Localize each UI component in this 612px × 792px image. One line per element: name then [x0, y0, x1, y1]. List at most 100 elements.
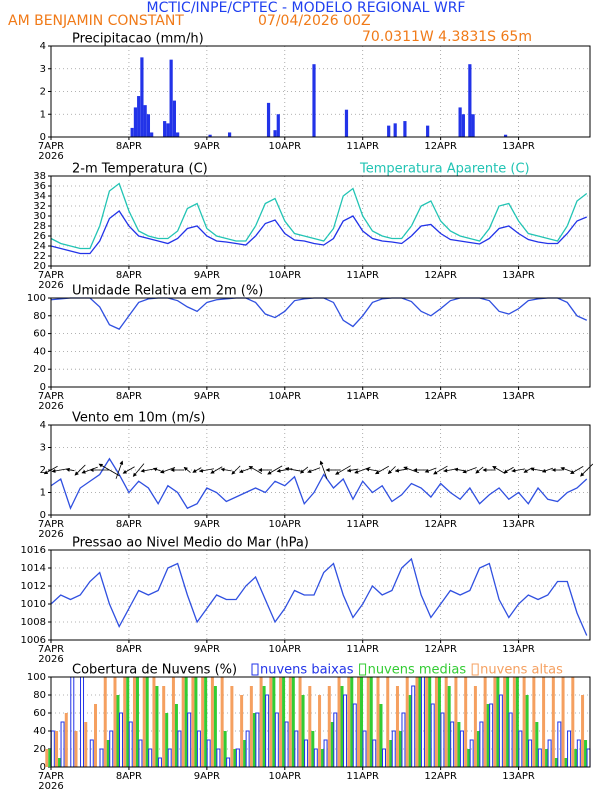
x-tick-label: 12APR [424, 771, 457, 782]
cloud-bar [567, 730, 572, 768]
y-tick-label: 1016 [21, 545, 46, 556]
wind-arrow [300, 466, 309, 474]
year-label: 2026 [38, 781, 63, 792]
wind-arrow [335, 465, 351, 475]
wind-arrow [307, 467, 321, 474]
cloud-bar [70, 676, 75, 768]
y-tick-label: 60 [33, 708, 46, 719]
bar [150, 132, 154, 137]
bar [461, 114, 465, 137]
bar [133, 107, 138, 137]
x-tick-label: 13APR [502, 391, 535, 402]
cloud-bar [230, 686, 234, 767]
cloud-bar [243, 740, 247, 767]
cloud-bar [294, 730, 299, 768]
cloud-bar [116, 695, 120, 767]
cloud-bar [347, 677, 351, 767]
bar [344, 109, 349, 137]
legend-label: nuvens altas [480, 663, 563, 678]
cloud-bar [132, 677, 136, 767]
bar [169, 59, 173, 137]
cloud-bar [411, 685, 416, 768]
cloud-bar [489, 703, 494, 768]
x-tick-label: 10APR [269, 270, 302, 281]
cloud-bar [274, 712, 279, 768]
wind-arrow [231, 465, 241, 475]
panel-frame [50, 549, 591, 641]
cloud-bar [194, 677, 198, 767]
cloud-bar [165, 713, 169, 767]
cloud-bar [103, 677, 107, 767]
cloud-bar [469, 739, 474, 768]
cloud-bar [486, 704, 490, 767]
cloud-bar [574, 749, 578, 767]
wind-arrow [387, 466, 396, 475]
cloud-bar [554, 758, 558, 767]
y-tick-label: 1 [40, 488, 46, 499]
x-tick-label: 9APR [194, 270, 220, 281]
x-tick-label: 12APR [424, 644, 457, 655]
cloud-bar [512, 677, 516, 767]
cloud-bar [343, 694, 348, 768]
x-tick-label: 7APR [38, 391, 64, 402]
cloud-bar [386, 677, 390, 767]
wind-arrow [394, 468, 408, 473]
cloud-bar [48, 749, 52, 767]
cloud-bar [269, 677, 273, 767]
header-title: MCTIC/INPE/CPTEC - MODELO REGIONAL WRF [147, 0, 466, 16]
cloud-bar [84, 722, 88, 767]
cloud-bar [311, 731, 315, 767]
cloud-bar [142, 677, 146, 767]
cloud-bar [252, 713, 256, 767]
datetime: 07/04/2026 00Z [258, 13, 371, 29]
x-tick-label: 13APR [502, 519, 535, 530]
cloud-bar [398, 731, 402, 767]
cloud-bar [464, 677, 468, 767]
cloud-bar [126, 677, 130, 767]
cloud-bar [564, 758, 568, 767]
cloud-bar [576, 739, 581, 768]
x-tick-label: 8APR [116, 771, 142, 782]
cloud-bar [220, 677, 224, 767]
bar [393, 123, 397, 137]
wind-arrow [503, 466, 514, 474]
panel-title: Umidade Relativa em 2m (%) [72, 284, 263, 299]
location: 70.0311W 4.3831S 65m [362, 29, 532, 45]
panel-title: Vento em 10m (m/s) [72, 411, 205, 426]
wind-arrow [424, 467, 437, 473]
cloud-bar [522, 677, 526, 767]
cloud-bar [434, 677, 438, 767]
cloud-bar [113, 677, 117, 767]
cloud-bar [210, 677, 214, 767]
cloud-bar [496, 677, 500, 767]
cloud-bar [454, 677, 458, 767]
bar [176, 132, 180, 137]
cloud-bar [498, 694, 503, 768]
x-tick-label: 11APR [346, 141, 379, 152]
cloud-bar [420, 676, 425, 768]
wind-arrow [284, 467, 304, 472]
x-tick-label: 11APR [346, 771, 379, 782]
cloud-bar [259, 677, 263, 767]
y-tick-label: 1014 [21, 563, 46, 574]
wind-arrow [210, 466, 223, 474]
x-tick-label: 13APR [502, 771, 535, 782]
cloud-bar [55, 731, 59, 767]
cloud-bar [187, 712, 192, 768]
bar [163, 121, 167, 137]
cloud-bar [473, 686, 477, 767]
cloud-bar [444, 677, 448, 767]
x-tick-label: 12APR [424, 141, 457, 152]
cloud-bar [318, 695, 322, 767]
cloud-bar [58, 758, 62, 767]
cloud-bar [561, 677, 565, 767]
cloud-bar [457, 722, 461, 767]
cloud-bar [418, 677, 422, 767]
bar [387, 125, 391, 137]
y-tick-label: 34 [33, 191, 46, 202]
cloud-bar [240, 695, 244, 767]
legend-label: Temperatura Aparente (C) [359, 162, 530, 177]
cloud-bar [216, 748, 221, 768]
cloud-bar [503, 677, 507, 767]
